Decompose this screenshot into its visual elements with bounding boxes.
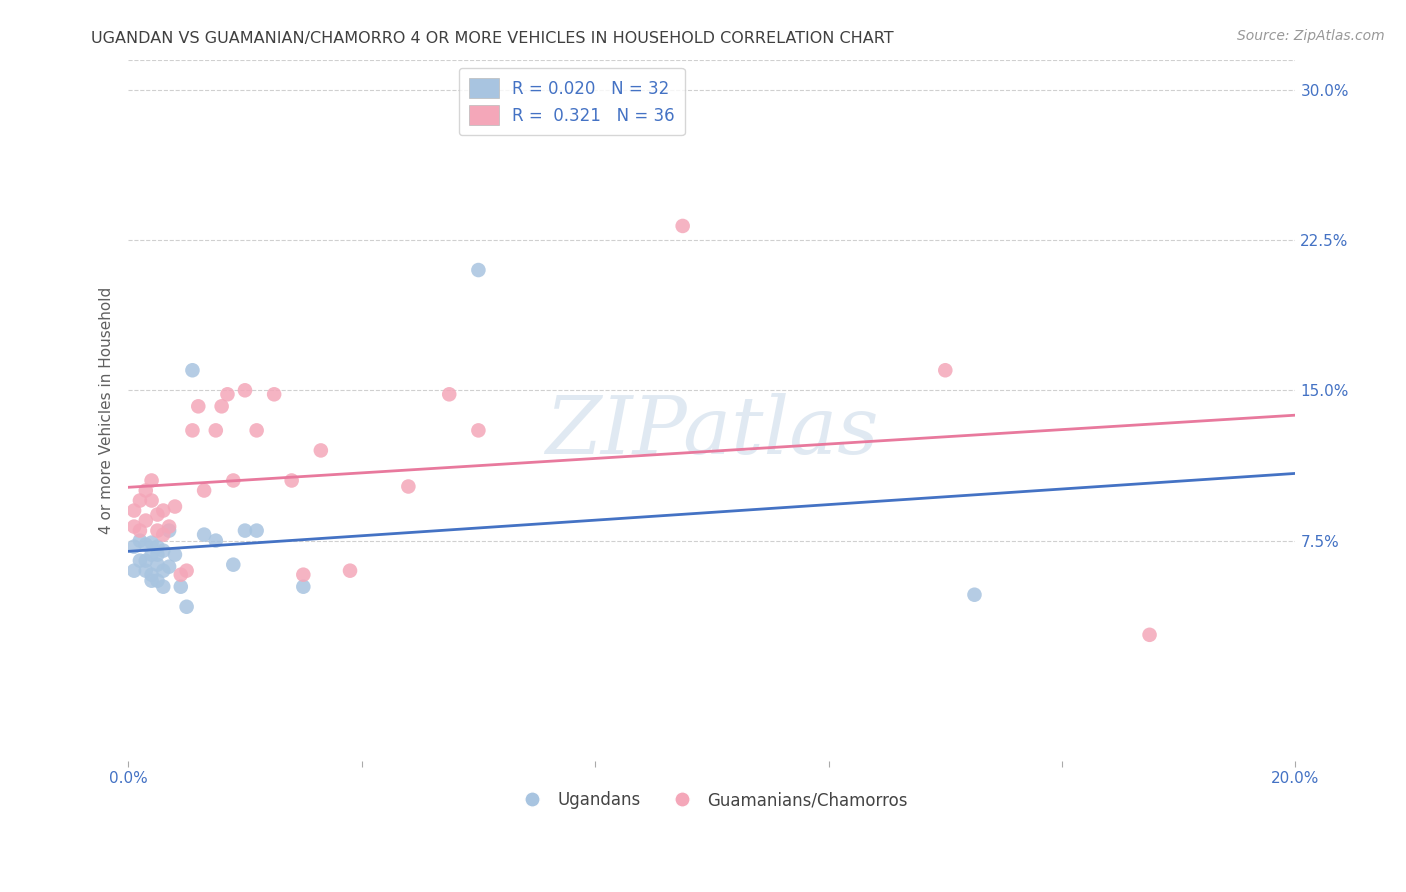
Point [309,443,332,458]
Point [246,524,269,538]
Point [263,387,285,401]
Point [152,543,174,558]
Point [292,580,315,594]
Point [934,363,956,377]
Point [246,423,269,437]
Point [141,574,163,588]
Point [157,519,180,533]
Point [146,558,169,572]
Text: Source: ZipAtlas.com: Source: ZipAtlas.com [1237,29,1385,43]
Point [222,474,245,488]
Point [193,483,215,498]
Point [176,599,198,614]
Point [233,384,256,398]
Point [176,564,198,578]
Point [122,519,145,533]
Point [129,554,152,568]
Point [217,387,239,401]
Point [163,500,186,514]
Point [152,580,174,594]
Point [170,580,193,594]
Point [963,588,986,602]
Text: ZIPatlas: ZIPatlas [546,392,879,470]
Point [135,538,157,552]
Point [233,524,256,538]
Point [211,400,233,414]
Point [152,564,174,578]
Point [146,574,169,588]
Point [146,524,169,538]
Point [141,567,163,582]
Point [135,554,157,568]
Point [122,540,145,554]
Point [135,514,157,528]
Point [152,503,174,517]
Point [141,535,163,549]
Legend: Ugandans, Guamanians/Chamorros: Ugandans, Guamanians/Chamorros [509,785,914,816]
Point [135,483,157,498]
Point [204,423,226,437]
Point [467,263,489,277]
Point [122,564,145,578]
Point [292,567,315,582]
Point [146,508,169,522]
Point [222,558,245,572]
Point [170,567,193,582]
Point [396,479,419,493]
Point [129,524,152,538]
Point [122,503,145,517]
Point [129,533,152,548]
Text: UGANDAN VS GUAMANIAN/CHAMORRO 4 OR MORE VEHICLES IN HOUSEHOLD CORRELATION CHART: UGANDAN VS GUAMANIAN/CHAMORRO 4 OR MORE … [91,31,894,46]
Point [146,548,169,562]
Point [141,474,163,488]
Point [339,564,361,578]
Point [157,559,180,574]
Point [187,400,209,414]
Y-axis label: 4 or more Vehicles in Household: 4 or more Vehicles in Household [100,286,114,534]
Point [141,548,163,562]
Point [181,423,204,437]
Point [129,493,152,508]
Point [157,524,180,538]
Point [163,548,186,562]
Point [280,474,302,488]
Point [135,564,157,578]
Point [672,219,695,233]
Point [439,387,461,401]
Point [467,423,489,437]
Point [152,527,174,541]
Point [181,363,204,377]
Point [146,540,169,554]
Point [1139,628,1161,642]
Point [204,533,226,548]
Point [141,493,163,508]
Point [193,527,215,541]
